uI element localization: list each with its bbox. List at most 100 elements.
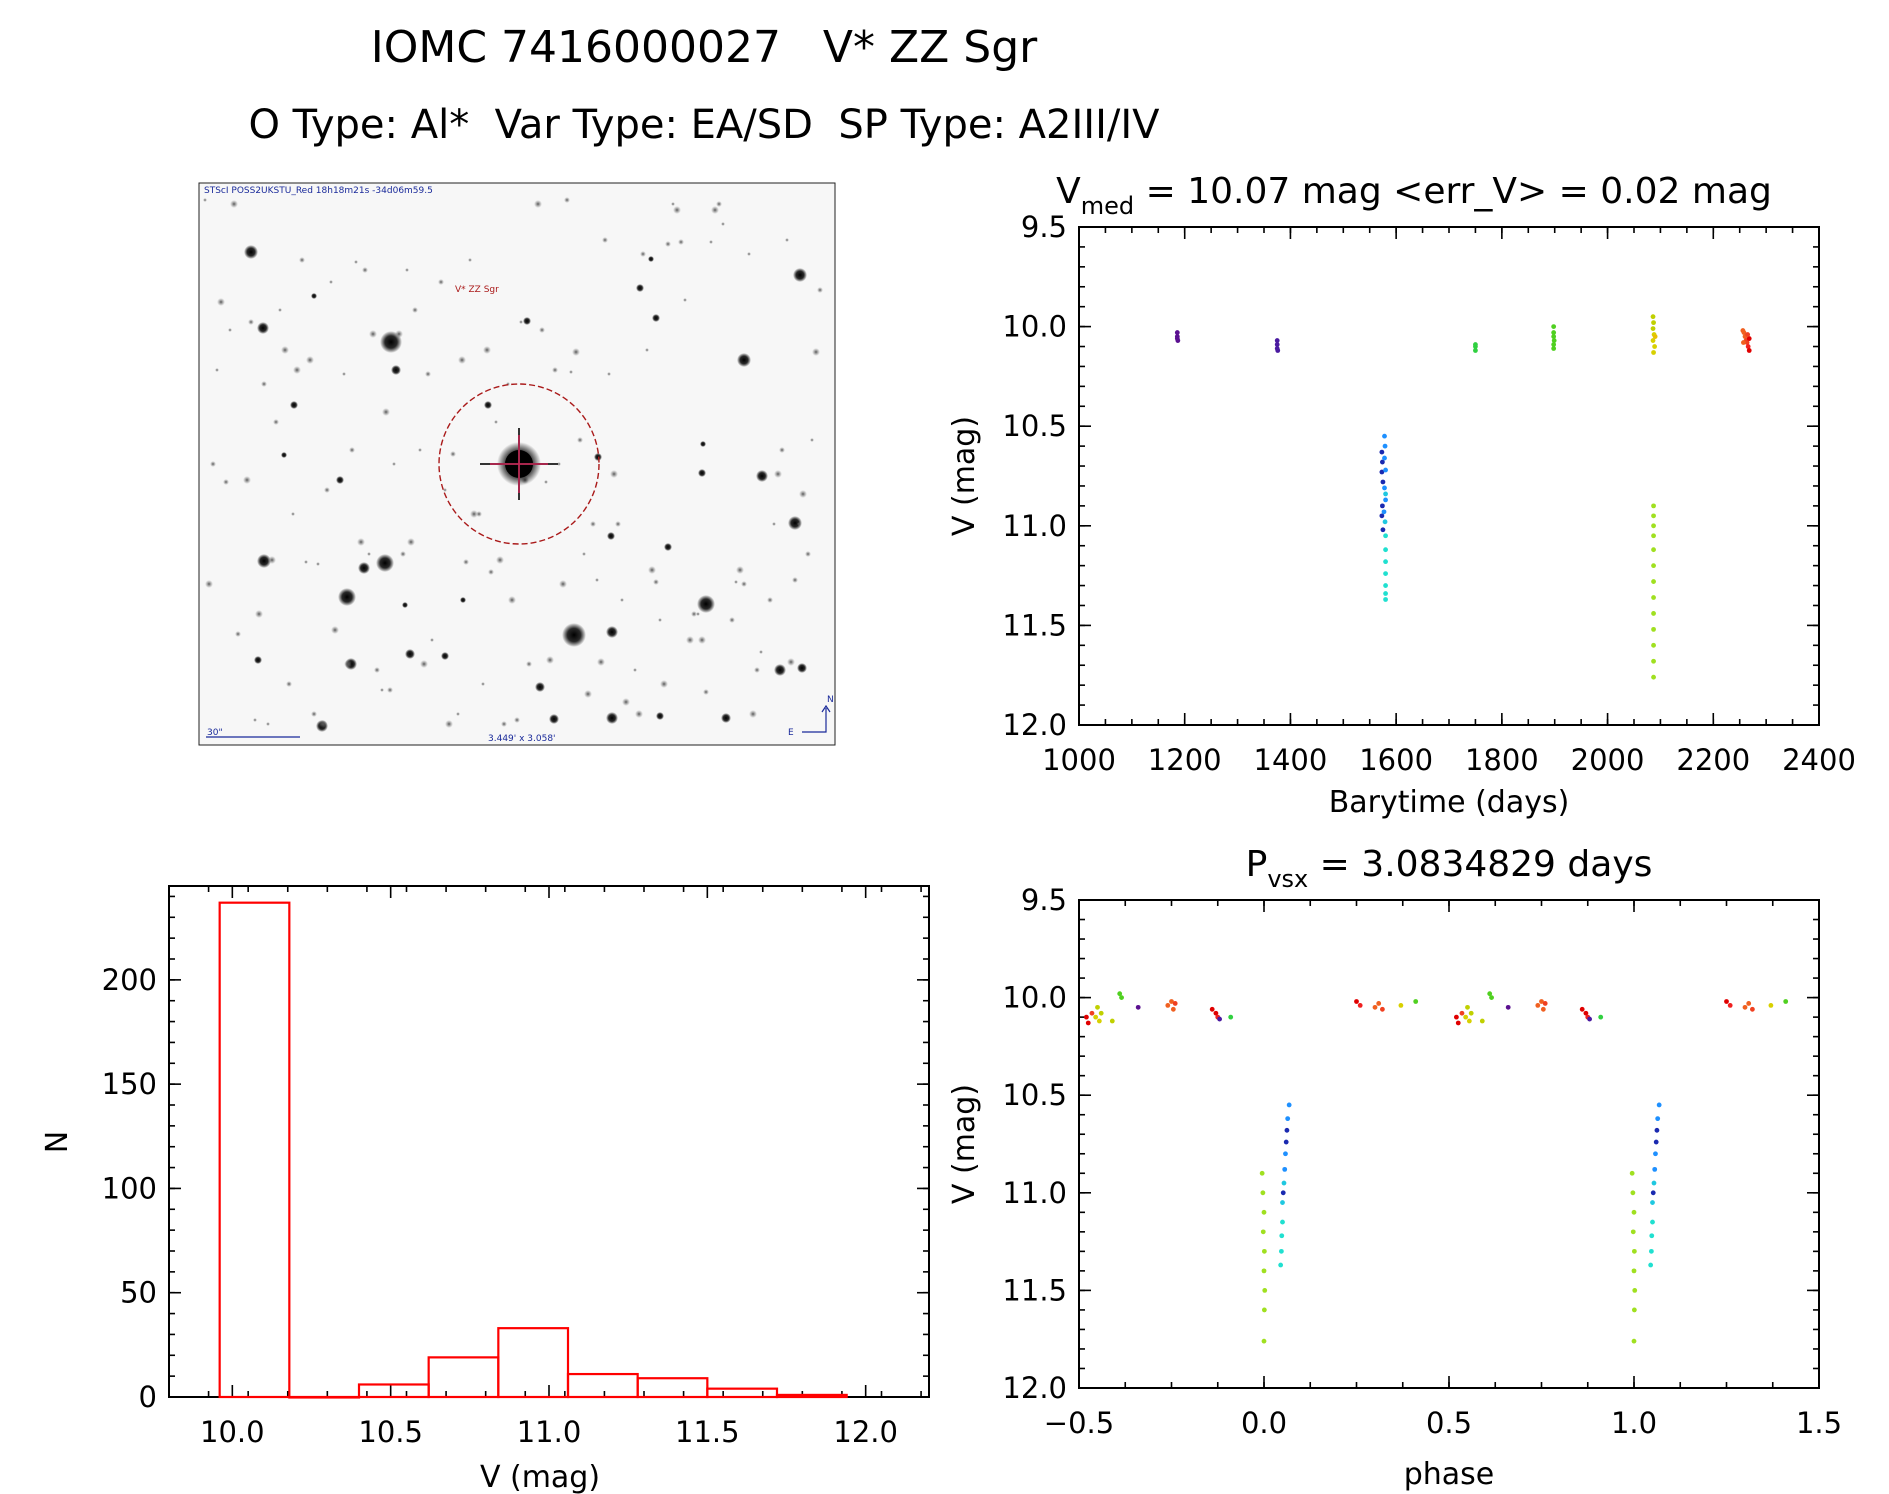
lightcurve-xtick-label: 1200 <box>1148 743 1222 777</box>
faint-star <box>395 330 403 338</box>
field-star <box>562 623 586 647</box>
field-star <box>405 649 415 659</box>
phased-point <box>1217 1016 1222 1022</box>
phased-point <box>1213 1010 1219 1016</box>
field-star <box>756 470 768 482</box>
phased-point <box>1750 1006 1755 1012</box>
lightcurve-point <box>1382 455 1387 461</box>
phased-point <box>1724 999 1729 1004</box>
histogram-ytick-label: 150 <box>102 1067 157 1101</box>
lightcurve-point <box>1651 563 1656 569</box>
lightcurve-point <box>1651 513 1656 519</box>
faint-star <box>633 668 637 672</box>
faint-star <box>711 206 719 214</box>
field-star <box>257 322 269 334</box>
lightcurve-point <box>1383 533 1388 539</box>
lightcurve-point <box>1383 583 1388 588</box>
faint-star <box>496 556 504 564</box>
histogram-panel: 10.0 10.5 11.0 11.5 12.0 0 50 100 150 200 V (mag)… <box>40 885 930 1494</box>
phased-point <box>1648 1248 1654 1254</box>
faint-star <box>354 260 358 264</box>
faint-star <box>539 327 545 333</box>
phased-point <box>1465 1004 1470 1010</box>
faint-star <box>602 237 608 243</box>
lightcurve-point <box>1651 658 1656 664</box>
phased-point <box>1535 1003 1541 1008</box>
phased-point <box>1119 995 1124 1000</box>
phased-point <box>1165 1003 1171 1008</box>
lightcurve-point <box>1651 320 1656 326</box>
phased-point <box>1135 1004 1141 1010</box>
faint-star <box>749 710 757 718</box>
lightcurve-point <box>1275 348 1281 353</box>
lightcurve-point <box>1651 533 1656 539</box>
faint-star <box>754 667 760 673</box>
faint-star <box>544 480 548 484</box>
faint-star <box>653 579 659 585</box>
faint-star <box>382 408 390 416</box>
phased-point <box>1652 1166 1658 1172</box>
phased-point <box>1117 991 1123 997</box>
phased-point <box>1283 1151 1288 1157</box>
phased-point <box>1357 1003 1363 1008</box>
lightcurve-xlabel: Barytime (days) <box>1329 785 1570 820</box>
faint-star <box>357 538 365 546</box>
faint-star <box>767 597 773 603</box>
phased-point <box>1089 1010 1095 1016</box>
faint-star <box>450 451 456 457</box>
lightcurve-point <box>1746 348 1752 353</box>
field-star <box>607 532 615 540</box>
lightcurve-point <box>1380 527 1386 533</box>
lightcurve-point <box>1383 547 1388 553</box>
lightcurve-point <box>1741 330 1747 335</box>
phased-point <box>1260 1190 1266 1196</box>
faint-star <box>779 447 785 453</box>
lightcurve-point <box>1383 491 1388 497</box>
phased-ytick-label: 9.5 <box>1021 883 1067 917</box>
phased-point <box>1093 1014 1099 1020</box>
faint-star <box>678 239 684 245</box>
faint-star <box>349 447 355 453</box>
faint-star <box>736 566 744 574</box>
faint-star <box>266 722 270 726</box>
faint-star <box>577 437 583 443</box>
lightcurve-point <box>1473 344 1478 349</box>
histogram-ytick-label: 50 <box>120 1276 157 1310</box>
faint-star <box>729 617 735 623</box>
phased-point <box>1262 1288 1268 1293</box>
phased-point <box>1489 995 1494 1000</box>
faint-star <box>494 420 498 424</box>
phased-point <box>1261 1248 1267 1254</box>
faint-star <box>387 687 393 693</box>
lightcurve-point <box>1651 611 1656 616</box>
field-star <box>697 595 715 613</box>
phased-point <box>1631 1307 1637 1313</box>
faint-star <box>582 552 586 556</box>
lightcurve-ytick-label: 10.5 <box>1002 409 1067 443</box>
phased-point <box>1380 1006 1385 1012</box>
lightcurve-point <box>1651 503 1656 509</box>
finder-target-label: V* ZZ Sgr <box>455 285 499 295</box>
faint-star <box>709 240 713 244</box>
lightcurve-point <box>1652 334 1658 339</box>
phased-point <box>1598 1014 1604 1020</box>
lightcurve-point <box>1383 597 1388 602</box>
faint-star <box>787 658 795 666</box>
lightcurve-point <box>1174 330 1180 335</box>
faint-star <box>243 476 251 484</box>
lightcurve-point <box>1744 340 1750 345</box>
lightcurve-point <box>1380 503 1385 509</box>
lightcurve-point <box>1383 591 1388 596</box>
faint-star <box>691 611 697 617</box>
lightcurve-xtick-label: 1400 <box>1254 743 1328 777</box>
faint-star <box>329 280 333 284</box>
phased-title-sub: vsx <box>1267 865 1308 893</box>
phased-point <box>1583 1010 1589 1016</box>
faint-star <box>635 710 643 718</box>
faint-star <box>615 521 621 527</box>
phased-title-rest: = 3.0834829 days <box>1308 844 1652 885</box>
phased-point <box>1463 1014 1469 1020</box>
field-star <box>664 543 672 551</box>
lightcurve-point <box>1274 342 1280 347</box>
